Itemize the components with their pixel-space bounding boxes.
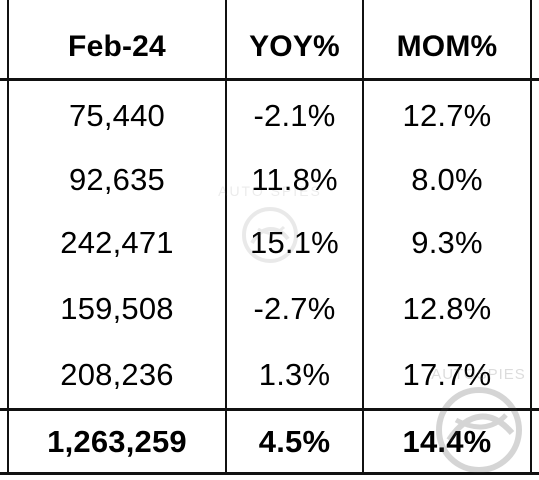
header-cell-mom: MOM% <box>396 30 498 63</box>
cell-yoy: 11.8% <box>251 162 338 197</box>
total-yoy: 4.5% <box>258 424 331 459</box>
total-mom: 14.4% <box>402 424 492 459</box>
cell-yoy: -2.1% <box>253 98 336 133</box>
cell-mom: 9.3% <box>411 225 483 260</box>
border-header-bottom <box>0 78 539 81</box>
cell-value: 208,236 <box>60 357 174 392</box>
cell-yoy: -2.7% <box>253 291 336 326</box>
border-col2 <box>362 0 364 474</box>
cell-value: 159,508 <box>60 291 174 326</box>
cell-mom: 8.0% <box>411 162 483 197</box>
border-bottom <box>0 472 539 475</box>
header-cell-yoy: YOY% <box>249 30 340 63</box>
cell-yoy: 1.3% <box>258 357 331 392</box>
total-value: 1,263,259 <box>47 424 187 459</box>
cell-value: 75,440 <box>68 98 166 133</box>
cell-value: 242,471 <box>60 225 174 260</box>
cell-mom: 12.7% <box>402 98 492 133</box>
border-right <box>530 0 532 474</box>
cell-yoy: 15.1% <box>250 225 339 260</box>
border-total-top <box>0 408 539 411</box>
border-left <box>7 0 9 474</box>
cell-mom: 17.7% <box>402 357 492 392</box>
cell-mom: 12.8% <box>402 291 492 326</box>
border-col1 <box>225 0 227 474</box>
header-cell-month: Feb-24 <box>68 30 166 63</box>
cell-value: 92,635 <box>68 162 166 197</box>
